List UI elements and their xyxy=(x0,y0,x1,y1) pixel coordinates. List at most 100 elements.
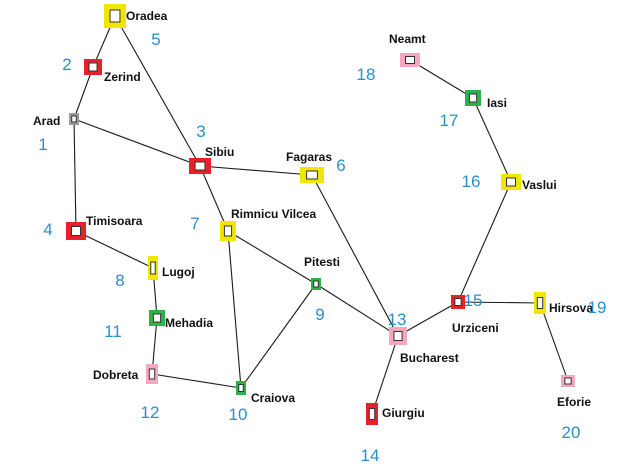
visit-order-pitesti: 9 xyxy=(315,305,324,324)
visit-order-fagaras: 6 xyxy=(336,156,345,175)
visit-order-vaslui: 16 xyxy=(462,172,481,191)
road-timisoara-lugoj xyxy=(75,230,154,269)
city-node-craiova xyxy=(236,381,246,395)
road-bucharest-urziceni xyxy=(397,301,459,337)
road-pitesti-bucharest xyxy=(315,283,399,337)
city-node-inner xyxy=(194,161,206,171)
city-name-hirsova: Hirsova xyxy=(549,301,593,315)
city-node-mehadia xyxy=(149,310,165,326)
city-node-dobreta xyxy=(146,364,158,384)
city-node-inner xyxy=(148,368,156,380)
city-name-sibiu: Sibiu xyxy=(205,145,234,159)
road-rimnicu-craiova xyxy=(227,230,242,389)
city-node-bucharest xyxy=(389,327,407,345)
city-name-neamt: Neamt xyxy=(389,32,426,46)
city-node-inner xyxy=(393,331,403,341)
city-node-inner xyxy=(468,93,478,103)
city-node-vaslui xyxy=(501,174,521,190)
visit-order-craiova: 10 xyxy=(229,405,248,424)
visit-order-eforie: 20 xyxy=(562,423,581,442)
city-node-neamt xyxy=(400,53,420,67)
visit-order-urziceni: 15 xyxy=(464,291,483,310)
city-name-vaslui: Vaslui xyxy=(522,178,557,192)
city-node-rimnicu xyxy=(220,221,236,241)
road-bucharest-giurgiu xyxy=(371,335,399,415)
city-node-inner xyxy=(150,261,156,275)
city-node-sibiu xyxy=(189,158,211,174)
road-zerind-arad xyxy=(73,66,94,120)
city-node-inner xyxy=(306,170,318,180)
city-labels: Arad Zerind Sibiu Timisoara Oradea Fagaras Rim… xyxy=(33,9,593,420)
visit-order-hirsova: 19 xyxy=(588,298,607,317)
city-node-inner xyxy=(88,62,98,72)
city-name-arad: Arad xyxy=(33,114,60,128)
city-node-pitesti xyxy=(311,278,321,290)
city-node-inner xyxy=(536,297,544,309)
city-name-zerind: Zerind xyxy=(104,70,141,84)
city-node-inner xyxy=(313,280,319,288)
visit-order-iasi: 17 xyxy=(440,111,459,130)
visit-order-bucharest: 13 xyxy=(388,310,407,329)
city-name-iasi: Iasi xyxy=(487,96,507,110)
road-oradea-sibiu xyxy=(114,15,201,167)
city-name-timisoara: Timisoara xyxy=(86,214,143,228)
city-node-inner xyxy=(71,115,77,123)
city-node-inner xyxy=(564,377,572,385)
city-node-urziceni xyxy=(451,295,465,309)
city-name-lugoj: Lugoj xyxy=(162,265,195,279)
city-name-dobreta: Dobreta xyxy=(93,368,139,382)
city-node-inner xyxy=(405,56,415,64)
city-name-pitesti: Pitesti xyxy=(304,255,340,269)
city-node-inner xyxy=(109,9,121,23)
road-hirsova-eforie xyxy=(539,302,569,382)
city-node-oradea xyxy=(104,4,126,28)
visit-order-mehadia: 11 xyxy=(104,322,122,341)
road-sibiu-rimnicu xyxy=(199,165,229,232)
road-fagaras-bucharest xyxy=(311,174,399,337)
visit-order-neamt: 18 xyxy=(357,65,376,84)
city-node-arad xyxy=(69,113,79,125)
city-node-inner xyxy=(506,177,516,187)
city-name-urziceni: Urziceni xyxy=(452,321,499,335)
visit-order-timisoara: 4 xyxy=(43,220,52,239)
city-name-rimnicu: Rimnicu Vilcea xyxy=(231,207,316,221)
road-urziceni-hirsova xyxy=(457,301,541,304)
city-node-inner xyxy=(223,225,233,237)
city-node-inner xyxy=(152,313,162,323)
road-arad-timisoara xyxy=(73,118,77,232)
city-node-hirsova xyxy=(534,292,546,314)
city-name-bucharest: Bucharest xyxy=(400,351,459,365)
visit-order-zerind: 2 xyxy=(62,55,71,74)
visit-order-lugoj: 8 xyxy=(115,271,124,290)
road-dobreta-craiova xyxy=(151,373,242,389)
road-iasi-neamt xyxy=(409,59,474,99)
city-node-inner xyxy=(71,226,81,236)
road-arad-sibiu xyxy=(73,118,201,167)
city-node-inner xyxy=(368,408,376,420)
city-node-fagaras xyxy=(300,167,324,183)
city-name-craiova: Craiova xyxy=(251,391,295,405)
city-name-oradea: Oradea xyxy=(126,9,168,23)
city-node-giurgiu xyxy=(366,403,378,425)
road-craiova-pitesti xyxy=(240,283,317,389)
road-edges xyxy=(73,15,569,415)
city-node-timisoara xyxy=(66,222,86,240)
road-sibiu-fagaras xyxy=(199,165,313,176)
city-name-mehadia: Mehadia xyxy=(165,316,213,330)
road-vaslui-iasi xyxy=(472,97,512,183)
visit-order-sibiu: 3 xyxy=(196,122,205,141)
visit-order-arad: 1 xyxy=(38,135,47,154)
road-rimnicu-pitesti xyxy=(227,230,317,285)
city-node-eforie xyxy=(561,375,575,387)
city-node-inner xyxy=(454,298,462,306)
visit-order-dobreta: 12 xyxy=(141,403,160,422)
road-urziceni-vaslui xyxy=(457,181,512,303)
city-node-iasi xyxy=(465,90,481,106)
city-name-eforie: Eforie xyxy=(557,395,591,409)
visit-order-giurgiu: 14 xyxy=(361,446,380,465)
city-node-zerind xyxy=(84,59,102,75)
visit-order-rimnicu: 7 xyxy=(190,214,199,233)
city-node-lugoj xyxy=(148,256,158,280)
